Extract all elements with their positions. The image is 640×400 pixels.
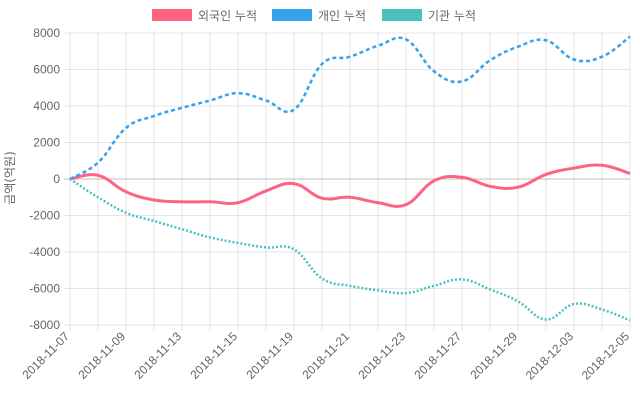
x-tick-label: 2018-12-05: [579, 329, 633, 383]
x-tick-label: 2018-11-15: [187, 329, 240, 382]
grid: [64, 32, 631, 331]
x-axis-ticks: 2018-11-07 2018-11-09 2018-11-13 2018-11-15…: [19, 329, 632, 383]
y-tick-label: -6000: [29, 282, 60, 296]
y-tick-label: 0: [53, 172, 60, 186]
x-tick-label: 2018-11-19: [243, 329, 296, 382]
y-axis-ticks: 8000 6000 4000 2000 0 -2000 -4000 -6000 -8000: [29, 26, 60, 332]
x-tick-label: 2018-11-21: [299, 329, 352, 382]
y-tick-label: 6000: [33, 63, 60, 77]
x-tick-label: 2018-11-23: [355, 329, 408, 382]
x-tick-label: 2018-12-03: [523, 329, 577, 383]
y-axis-title: 금액(억원): [3, 151, 17, 205]
legend: 외국인 누적 개인 누적 기관 누적: [152, 9, 476, 23]
x-tick-label: 2018-11-09: [75, 329, 128, 382]
legend-swatch[interactable]: [152, 9, 192, 21]
y-tick-label: -8000: [29, 318, 60, 332]
legend-label[interactable]: 외국인 누적: [198, 9, 257, 23]
series-line-1: [69, 163, 631, 208]
y-tick-label: -4000: [29, 245, 60, 259]
y-tick-label: 4000: [33, 99, 60, 113]
x-tick-label: 2018-11-13: [131, 329, 184, 382]
x-tick-label: 2018-11-27: [411, 329, 464, 382]
legend-swatch[interactable]: [272, 9, 312, 21]
series-lines: [69, 35, 631, 322]
x-tick-label: 2018-11-29: [467, 329, 520, 382]
legend-swatch[interactable]: [382, 9, 422, 21]
y-tick-label: 8000: [33, 26, 60, 40]
legend-label[interactable]: 개인 누적: [318, 9, 366, 23]
y-tick-label: -2000: [29, 209, 60, 223]
legend-label[interactable]: 기관 누적: [428, 9, 476, 23]
series-line-3: [69, 177, 631, 322]
x-tick-label: 2018-11-07: [19, 329, 72, 382]
series-line-2: [69, 35, 631, 181]
y-tick-label: 2000: [33, 136, 60, 150]
